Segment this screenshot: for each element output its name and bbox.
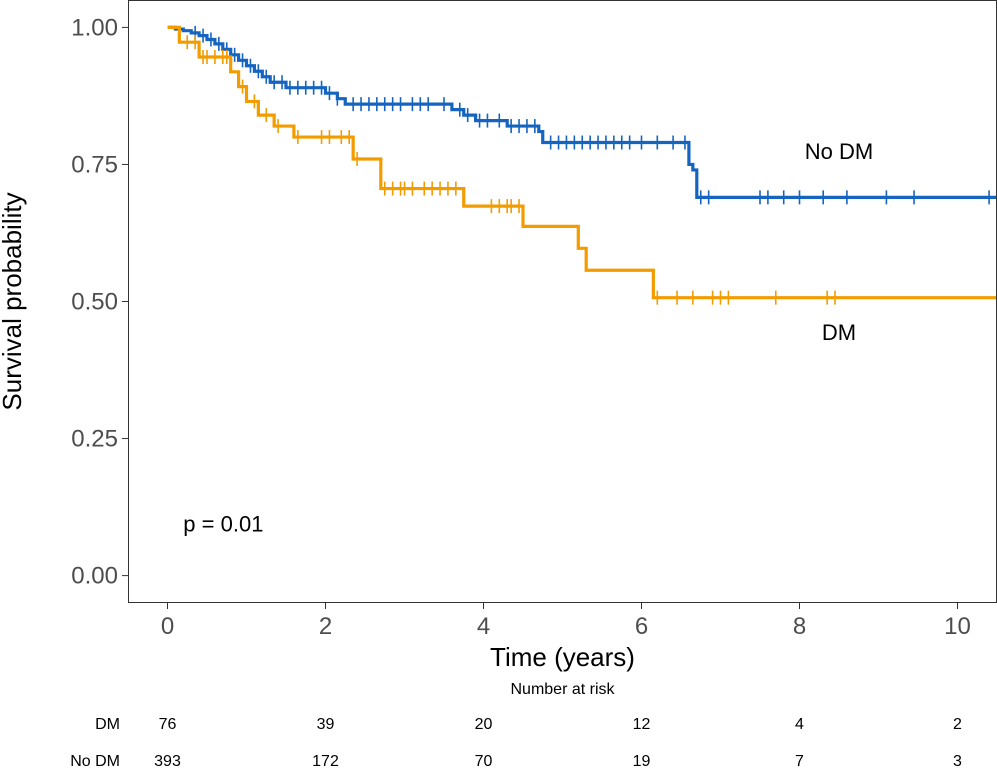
risk-count: 2	[953, 716, 962, 733]
x-tick-label: 6	[635, 613, 648, 640]
x-tick-label: 10	[944, 613, 971, 640]
y-tick-label: 0.25	[71, 426, 118, 453]
curve-dm	[167, 25, 997, 300]
series-label: DM	[822, 320, 856, 345]
risk-table: Number at risk DM 76 39 20 12 4 2 No DM 393 172 70 1…	[70, 681, 962, 770]
risk-count: 12	[633, 716, 651, 733]
risk-count: 76	[159, 716, 177, 733]
risk-count: 70	[475, 753, 493, 770]
risk-count: 20	[475, 716, 493, 733]
series-label: No DM	[805, 139, 873, 164]
y-tick-label: 1.00	[71, 14, 118, 41]
x-tick-label: 2	[319, 613, 332, 640]
y-tick-label: 0.50	[71, 289, 118, 316]
curve-no-dm	[167, 25, 997, 199]
risk-count: 393	[154, 753, 181, 770]
risk-count: 3	[953, 753, 962, 770]
x-tick-label: 4	[477, 613, 490, 640]
risk-row-label: DM	[95, 716, 120, 733]
risk-count: 172	[312, 753, 339, 770]
y-tick-label: 0.75	[71, 151, 118, 178]
plot-area: No DM DM p = 0.01	[167, 25, 997, 537]
risk-count: 19	[633, 753, 651, 770]
y-tick-label: 0.00	[71, 563, 118, 590]
risk-table-title: Number at risk	[510, 681, 615, 698]
axes: 0.00 0.25 0.50 0.75 1.00 0 2 4 6 8 10 Time (years) S…	[0, 0, 997, 672]
risk-count: 7	[795, 753, 804, 770]
y-axis-title: Survival probability	[0, 192, 27, 410]
x-tick-label: 8	[793, 613, 806, 640]
x-axis-title: Time (years)	[490, 642, 635, 672]
risk-count: 39	[317, 716, 335, 733]
risk-row-label: No DM	[70, 753, 120, 770]
p-value-label: p = 0.01	[183, 512, 263, 537]
x-tick-label: 0	[161, 613, 174, 640]
risk-count: 4	[795, 716, 804, 733]
